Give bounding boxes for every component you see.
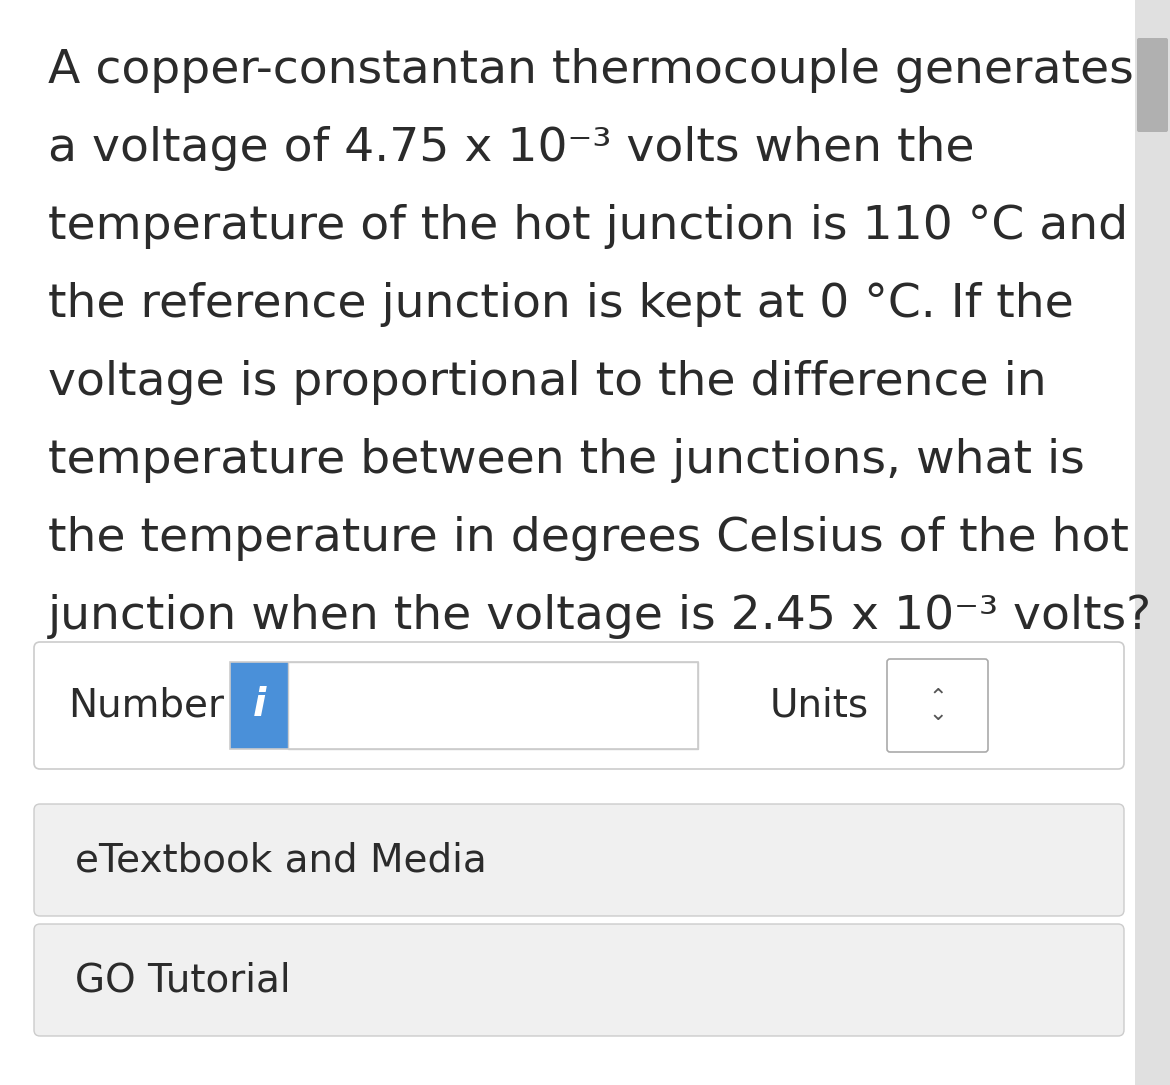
FancyBboxPatch shape	[34, 924, 1124, 1036]
Text: temperature of the hot junction is 110 °C and: temperature of the hot junction is 110 °…	[48, 204, 1128, 248]
Text: Units: Units	[770, 687, 869, 725]
FancyBboxPatch shape	[887, 659, 987, 752]
Text: i: i	[253, 687, 266, 725]
FancyBboxPatch shape	[34, 804, 1124, 916]
FancyBboxPatch shape	[1137, 38, 1168, 132]
FancyBboxPatch shape	[230, 662, 288, 749]
Text: Number: Number	[68, 687, 223, 725]
Text: the temperature in degrees Celsius of the hot: the temperature in degrees Celsius of th…	[48, 516, 1129, 561]
Text: ⌃
⌄: ⌃ ⌄	[928, 687, 947, 724]
Text: voltage is proportional to the difference in: voltage is proportional to the differenc…	[48, 360, 1047, 405]
Text: temperature between the junctions, what is: temperature between the junctions, what …	[48, 438, 1085, 483]
Text: eTextbook and Media: eTextbook and Media	[75, 841, 487, 879]
FancyBboxPatch shape	[288, 662, 698, 749]
Text: junction when the voltage is 2.45 x 10⁻³ volts?: junction when the voltage is 2.45 x 10⁻³…	[48, 593, 1152, 639]
Text: GO Tutorial: GO Tutorial	[75, 961, 290, 999]
Text: a voltage of 4.75 x 10⁻³ volts when the: a voltage of 4.75 x 10⁻³ volts when the	[48, 126, 975, 171]
Text: A copper-constantan thermocouple generates: A copper-constantan thermocouple generat…	[48, 48, 1134, 93]
FancyBboxPatch shape	[1135, 0, 1170, 1085]
FancyBboxPatch shape	[34, 642, 1124, 769]
Text: the reference junction is kept at 0 °C. If the: the reference junction is kept at 0 °C. …	[48, 282, 1074, 327]
